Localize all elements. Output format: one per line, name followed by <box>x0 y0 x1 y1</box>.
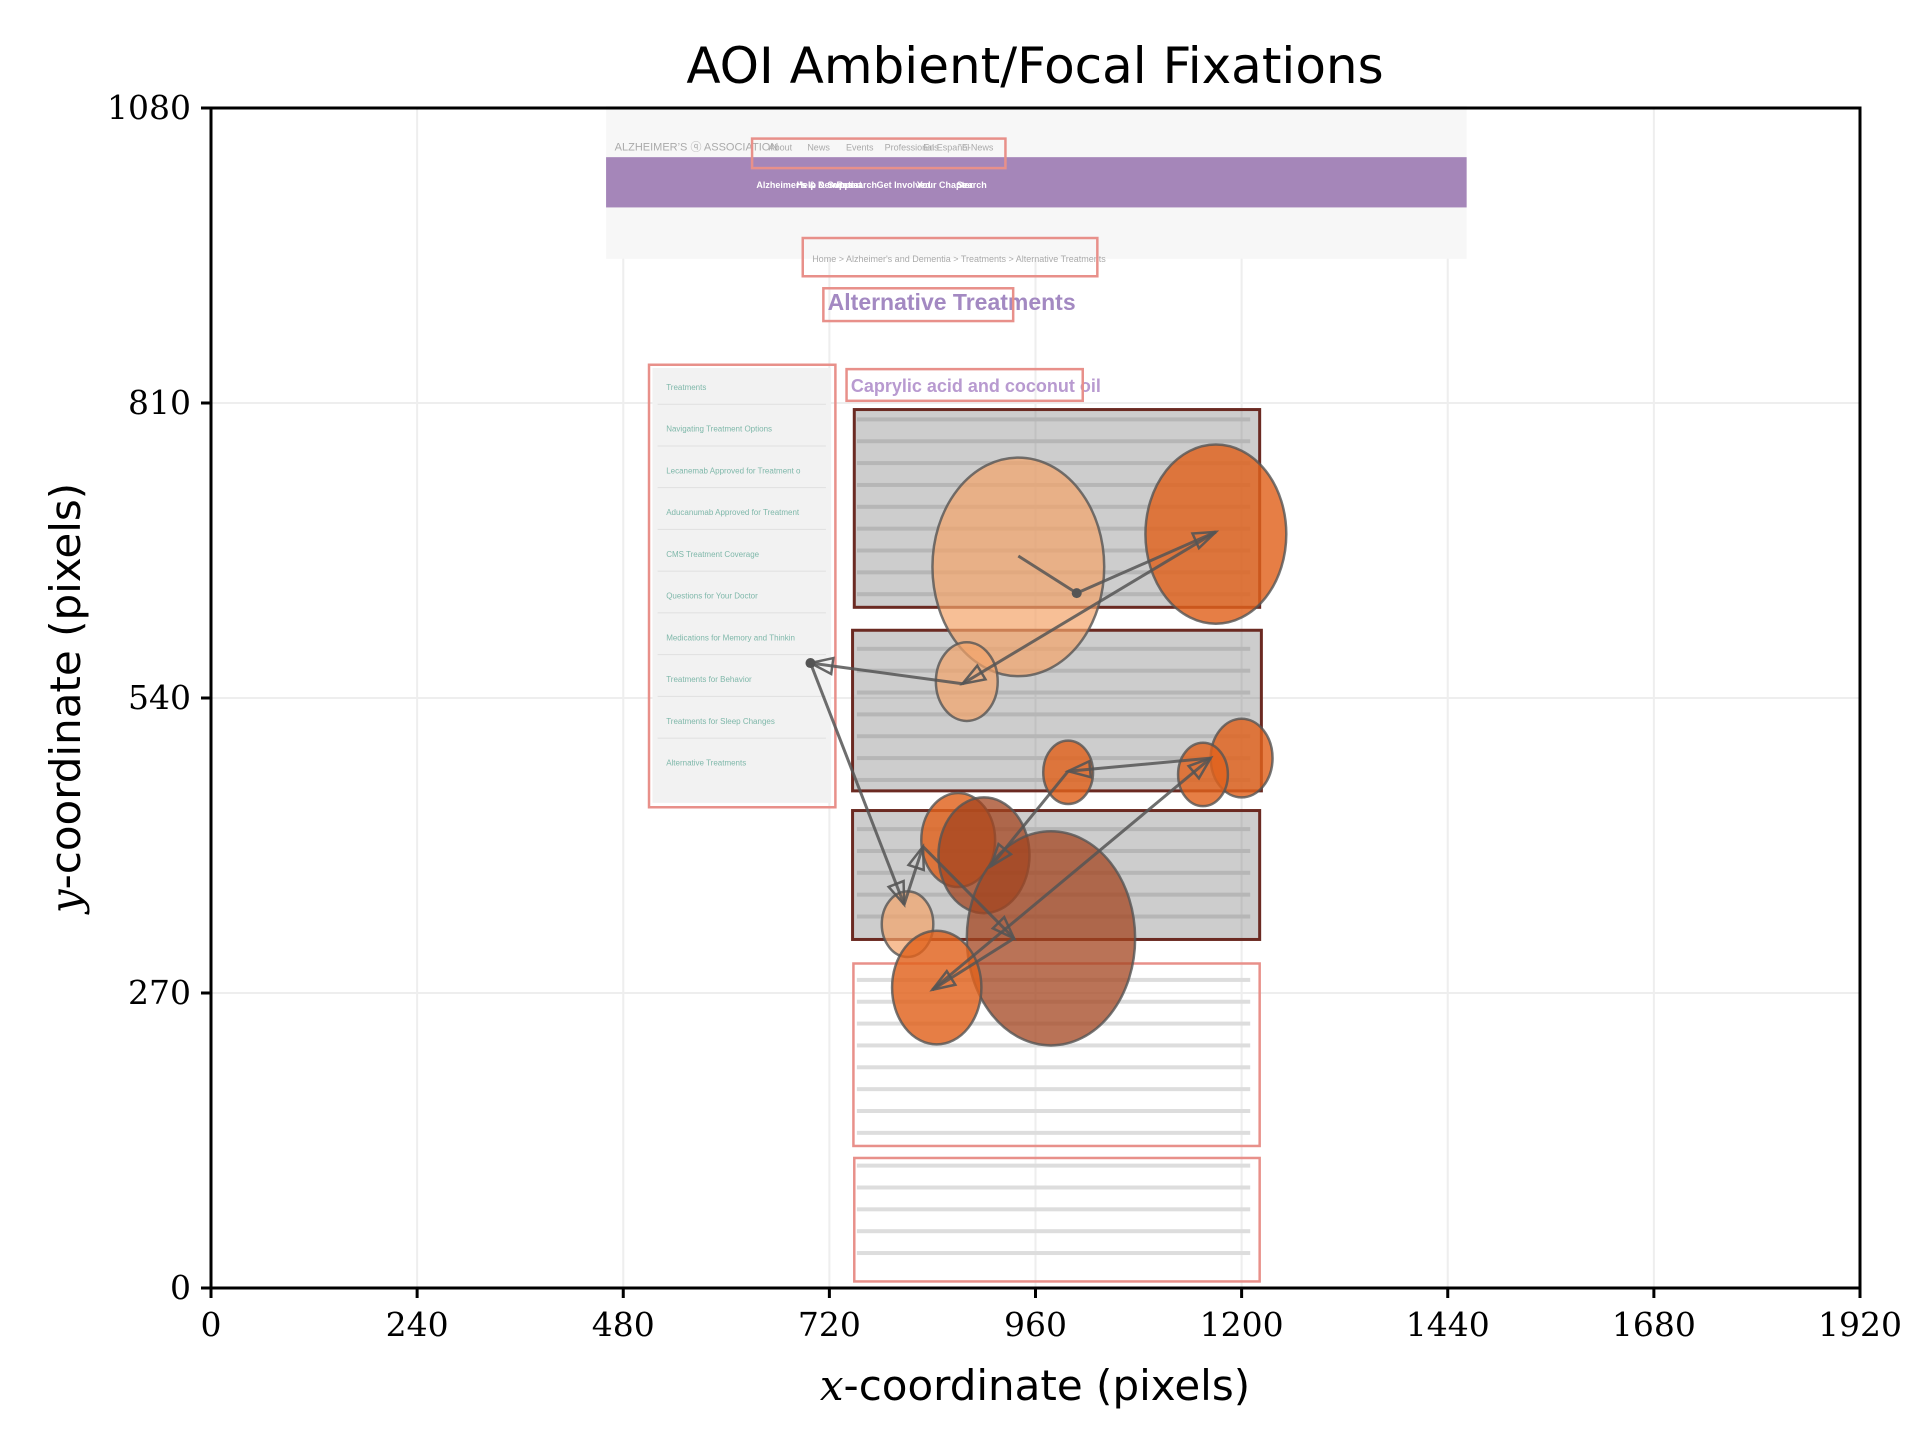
scanpath-arrowhead <box>1186 755 1214 781</box>
fixation-point <box>965 830 1137 1047</box>
y-axis-label: y-coordinate (pixels) <box>41 483 90 915</box>
aoi-box <box>853 1156 1261 1283</box>
scanpath-segment <box>931 937 1015 991</box>
x-tick-label: 0 <box>201 1305 222 1344</box>
top-link: En Español <box>923 143 969 153</box>
scanpath-segment <box>989 770 1070 868</box>
text-line <box>856 734 1251 739</box>
top-link: Professionals <box>885 143 940 153</box>
x-tick-label: 1200 <box>1200 1305 1284 1344</box>
nav-item: Alzheimer's & Dementia <box>756 180 859 190</box>
sidebar-item: Questions for Your Doctor <box>666 592 758 601</box>
top-link: News <box>807 143 830 153</box>
text-line <box>856 690 1251 695</box>
sidebar-item: Aducanumab Approved for Treatment <box>666 508 800 517</box>
sidebar-item: CMS Treatment Coverage <box>666 550 759 559</box>
y-tick-label: 1080 <box>107 88 191 127</box>
text-line <box>856 1185 1251 1190</box>
x-tick-label: 720 <box>798 1305 861 1344</box>
scanpath-segment <box>1017 554 1078 595</box>
sidebar-item: Lecanemab Approved for Treatment o <box>666 466 801 475</box>
text-line <box>856 1207 1251 1212</box>
sidebar-panel <box>652 368 832 803</box>
y-tick-label: 270 <box>128 973 191 1012</box>
text-line <box>856 1065 1251 1070</box>
text-line <box>856 461 1251 466</box>
scanpath-arrowhead <box>929 969 958 992</box>
sidebar-item: Treatments for Behavior <box>666 675 752 684</box>
top-link: About <box>769 143 793 153</box>
sidebar-item: Medications for Memory and Thinkin <box>666 633 795 642</box>
aoi-box <box>822 287 1015 323</box>
page-heading: Alternative Treatments <box>828 289 1076 315</box>
y-tick-label: 540 <box>128 678 191 717</box>
text-line <box>856 712 1251 717</box>
text-line <box>856 1130 1251 1135</box>
scanpath-segment <box>809 662 906 906</box>
section-heading: Caprylic acid and coconut oil <box>851 376 1101 396</box>
y-tick-label: 0 <box>170 1268 191 1307</box>
nav-item: Help & Support <box>796 180 862 190</box>
y-tick-label: 810 <box>128 383 191 422</box>
scanpath-arrowhead <box>988 842 1014 870</box>
sidebar-item: Alternative Treatments <box>666 759 746 768</box>
aoi-box <box>845 367 1084 403</box>
nav-bar <box>606 157 1467 208</box>
top-link: Events <box>846 143 874 153</box>
x-tick-label: 1920 <box>1818 1305 1902 1344</box>
x-tick-label: 1440 <box>1406 1305 1490 1344</box>
fixation-point <box>1176 741 1230 808</box>
nav-item: Get Involved <box>877 180 931 190</box>
x-tick-label: 240 <box>386 1305 449 1344</box>
x-tick-label: 960 <box>1004 1305 1067 1344</box>
text-line <box>856 1087 1251 1092</box>
text-line <box>856 1251 1251 1256</box>
aoi-box <box>750 137 1007 170</box>
top-link: E-News <box>962 143 994 153</box>
x-axis-label: x-coordinate (pixels) <box>820 1361 1250 1410</box>
text-line <box>856 439 1251 444</box>
nav-item: Search <box>957 180 987 190</box>
nav-item: Your Chapter <box>917 180 974 190</box>
aoi-box <box>801 236 1099 278</box>
scanpath-arrowhead <box>906 843 926 872</box>
fixation-point <box>1144 443 1288 625</box>
sidebar-item: Treatments <box>666 383 706 392</box>
scanpath-segment <box>1067 756 1211 773</box>
text-line <box>856 417 1251 422</box>
scanpath-segment <box>902 846 925 905</box>
scanpath-segment <box>1076 530 1217 595</box>
sidebar-item: Treatments for Sleep Changes <box>666 717 775 726</box>
scanpath-arrowhead <box>806 656 835 676</box>
scanpath-arrowhead <box>959 663 988 686</box>
logo-text: ALZHEIMER’S ⓠ ASSOCIATION <box>615 141 779 154</box>
sidebar-item: Navigating Treatment Options <box>666 425 772 434</box>
x-tick-label: 1680 <box>1612 1305 1696 1344</box>
scanpath-segment <box>961 530 1217 686</box>
axis-ticks: 0 240 480 720 960 1200 1440 1680 1920 0 270 540 810 1… <box>107 88 1902 1344</box>
nav-item: Research <box>837 180 878 190</box>
scanpath-arrowhead <box>886 879 906 908</box>
scanpath-arrowhead <box>1190 530 1220 551</box>
scanpath-segment <box>931 756 1212 991</box>
breadcrumb: Home > Alzheimer's and Dementia > Treatm… <box>812 254 1106 264</box>
fixation-point <box>931 456 1106 678</box>
text-line <box>856 1109 1251 1113</box>
scanpath-arrows <box>805 530 1220 992</box>
scanpath-segment <box>810 661 963 686</box>
text-line <box>856 668 1251 673</box>
text-line <box>856 1163 1251 1168</box>
aoi-box <box>647 363 837 809</box>
chart-title: AOI Ambient/Focal Fixations <box>686 37 1383 95</box>
text-line <box>856 827 1251 832</box>
text-line <box>856 1229 1251 1234</box>
scanpath-arrowhead <box>1064 759 1093 779</box>
x-tick-label: 480 <box>592 1305 655 1344</box>
